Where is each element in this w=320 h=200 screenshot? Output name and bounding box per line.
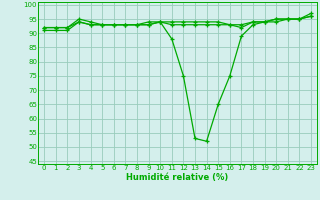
X-axis label: Humidité relative (%): Humidité relative (%) [126, 173, 229, 182]
